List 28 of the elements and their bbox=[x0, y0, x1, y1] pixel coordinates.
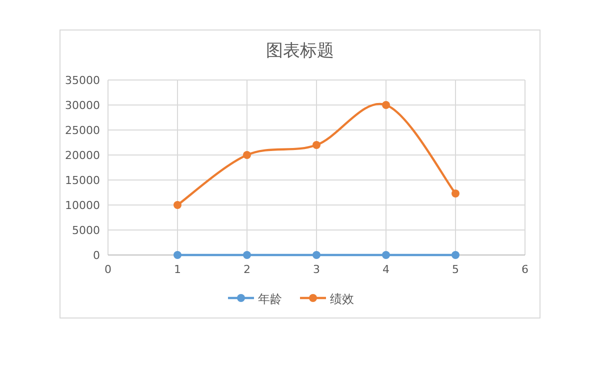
legend-label: 年龄 bbox=[258, 292, 282, 306]
y-tick-label: 15000 bbox=[65, 174, 100, 187]
point bbox=[312, 141, 320, 149]
chart-title: 图表标题 bbox=[266, 41, 334, 61]
y-tick-label: 20000 bbox=[65, 149, 100, 162]
x-tick-label: 2 bbox=[244, 263, 250, 276]
y-tick-label: 35000 bbox=[65, 74, 100, 87]
point bbox=[382, 251, 390, 259]
point bbox=[243, 151, 251, 159]
point bbox=[312, 251, 320, 259]
x-tick-label: 5 bbox=[452, 263, 459, 276]
legend-label: 绩效 bbox=[330, 292, 354, 306]
x-tick-label: 0 bbox=[104, 263, 112, 276]
point bbox=[452, 190, 460, 198]
point bbox=[382, 101, 390, 109]
y-tick-label: 5000 bbox=[72, 224, 100, 237]
y-tick-label: 30000 bbox=[65, 99, 100, 112]
y-tick-label: 10000 bbox=[65, 199, 100, 212]
y-tick-label: 25000 bbox=[65, 124, 100, 137]
x-tick-label: 6 bbox=[522, 263, 528, 276]
point bbox=[174, 201, 182, 209]
point bbox=[174, 251, 182, 259]
y-tick-label: 0 bbox=[93, 249, 100, 262]
x-tick-label: 1 bbox=[174, 263, 181, 276]
x-tick-label: 3 bbox=[313, 263, 320, 276]
point bbox=[243, 251, 251, 259]
point bbox=[452, 251, 460, 259]
x-tick-label: 4 bbox=[382, 263, 390, 276]
